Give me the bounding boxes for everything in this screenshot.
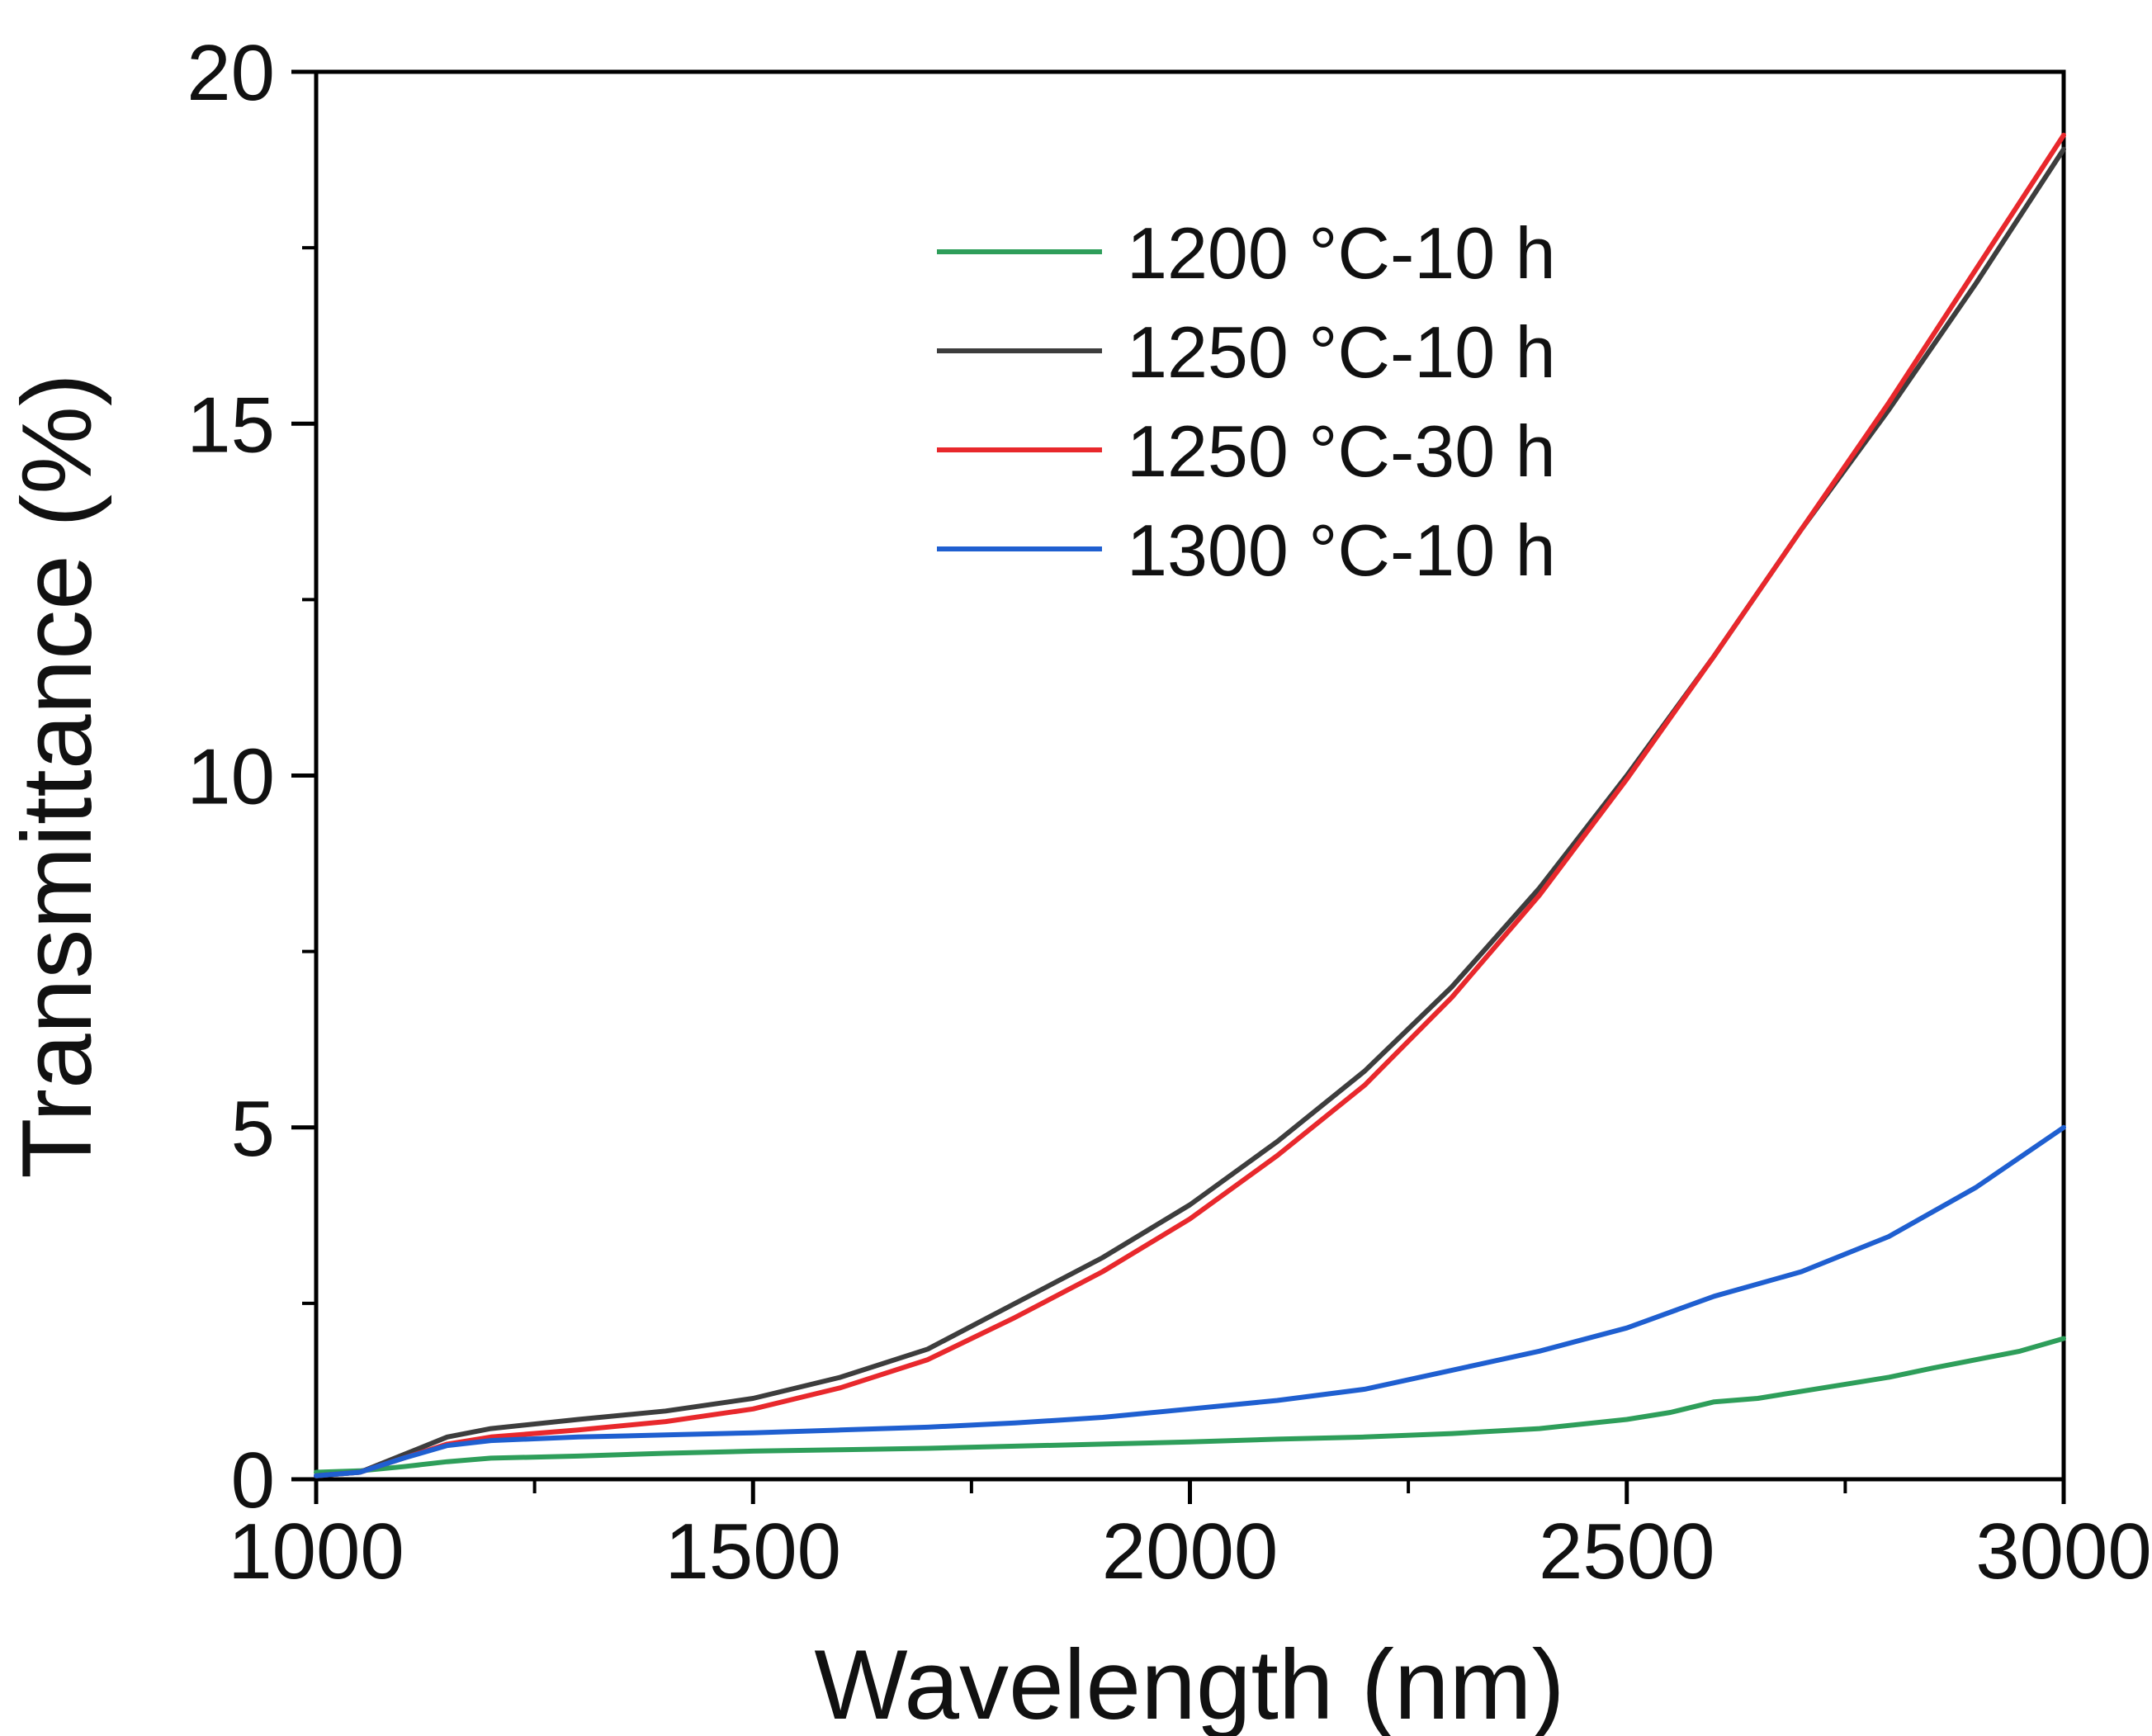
- series-layer: [314, 132, 2066, 1478]
- y-tick-label: 20: [187, 29, 275, 117]
- legend-label: 1250 °C-30 h: [1127, 410, 1556, 492]
- ticks: 1000 1500 2000 2500 3000 0 5 10 15 20: [187, 29, 2152, 1596]
- y-tick-label: 10: [187, 733, 275, 821]
- legend-label: 1200 °C-10 h: [1127, 212, 1556, 294]
- legend-label: 1300 °C-10 h: [1127, 509, 1556, 591]
- legend-label: 1250 °C-10 h: [1127, 311, 1556, 393]
- x-tick-label: 1000: [228, 1507, 404, 1596]
- series-line: [314, 1336, 2066, 1475]
- y-tick-label: 15: [187, 381, 275, 469]
- x-tick-label: 3000: [1975, 1507, 2152, 1596]
- plot-area: [314, 69, 2066, 1482]
- legend: 1200 °C-10 h 1250 °C-10 h 1250 °C-30 h 1300…: [937, 212, 1556, 591]
- x-axis-title: Wavelength (nm): [814, 1630, 1564, 1736]
- y-tick-label: 5: [231, 1085, 275, 1173]
- x-tick-label: 2500: [1539, 1507, 1715, 1596]
- x-tick-label: 2000: [1102, 1507, 1279, 1596]
- x-tick-label: 1500: [665, 1507, 841, 1596]
- y-axis-title: Transmittance (%): [2, 373, 112, 1179]
- y-tick-label: 0: [231, 1436, 275, 1525]
- series-line: [314, 132, 2066, 1478]
- series-line: [314, 1124, 2066, 1478]
